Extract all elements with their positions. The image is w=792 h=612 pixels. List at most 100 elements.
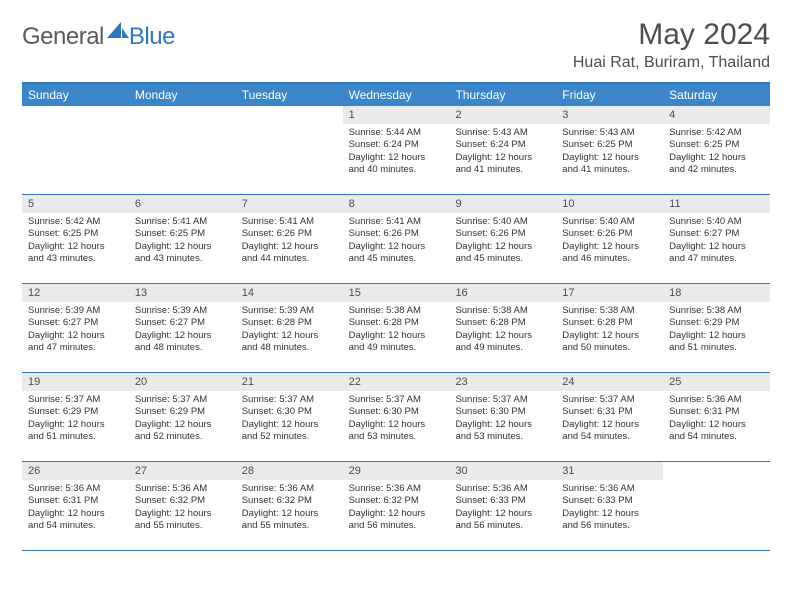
sunset-text: Sunset: 6:28 PM [455,317,550,329]
day-details: Sunrise: 5:41 AMSunset: 6:26 PMDaylight:… [236,213,343,271]
daylight-text: Daylight: 12 hours and 53 minutes. [349,419,444,444]
sunset-text: Sunset: 6:29 PM [28,406,123,418]
sunset-text: Sunset: 6:29 PM [669,317,764,329]
daylight-text: Daylight: 12 hours and 41 minutes. [455,152,550,177]
daylight-text: Daylight: 12 hours and 52 minutes. [135,419,230,444]
sunset-text: Sunset: 6:30 PM [455,406,550,418]
day-details: Sunrise: 5:41 AMSunset: 6:26 PMDaylight:… [343,213,450,271]
day-cell: 30Sunrise: 5:36 AMSunset: 6:33 PMDayligh… [449,462,556,550]
sunrise-text: Sunrise: 5:37 AM [135,394,230,406]
sunset-text: Sunset: 6:32 PM [349,495,444,507]
sunrise-text: Sunrise: 5:40 AM [455,216,550,228]
day-details: Sunrise: 5:42 AMSunset: 6:25 PMDaylight:… [22,213,129,271]
day-details: Sunrise: 5:37 AMSunset: 6:30 PMDaylight:… [236,391,343,449]
day-number: 22 [343,373,450,391]
day-details: Sunrise: 5:39 AMSunset: 6:27 PMDaylight:… [129,302,236,360]
day-cell: 25Sunrise: 5:36 AMSunset: 6:31 PMDayligh… [663,373,770,461]
daylight-text: Daylight: 12 hours and 56 minutes. [349,508,444,533]
day-cell: 12Sunrise: 5:39 AMSunset: 6:27 PMDayligh… [22,284,129,372]
day-cell: 1Sunrise: 5:44 AMSunset: 6:24 PMDaylight… [343,106,450,194]
day-details: Sunrise: 5:37 AMSunset: 6:29 PMDaylight:… [129,391,236,449]
day-cell: 2Sunrise: 5:43 AMSunset: 6:24 PMDaylight… [449,106,556,194]
day-cell: 4Sunrise: 5:42 AMSunset: 6:25 PMDaylight… [663,106,770,194]
daylight-text: Daylight: 12 hours and 56 minutes. [455,508,550,533]
daylight-text: Daylight: 12 hours and 42 minutes. [669,152,764,177]
day-details: Sunrise: 5:43 AMSunset: 6:24 PMDaylight:… [449,124,556,182]
day-number: 5 [22,195,129,213]
sunrise-text: Sunrise: 5:38 AM [455,305,550,317]
sunrise-text: Sunrise: 5:36 AM [455,483,550,495]
day-cell: 10Sunrise: 5:40 AMSunset: 6:26 PMDayligh… [556,195,663,283]
day-cell: 15Sunrise: 5:38 AMSunset: 6:28 PMDayligh… [343,284,450,372]
day-cell: 11Sunrise: 5:40 AMSunset: 6:27 PMDayligh… [663,195,770,283]
day-cell: 27Sunrise: 5:36 AMSunset: 6:32 PMDayligh… [129,462,236,550]
day-cell: 24Sunrise: 5:37 AMSunset: 6:31 PMDayligh… [556,373,663,461]
day-number: 20 [129,373,236,391]
day-details: Sunrise: 5:37 AMSunset: 6:30 PMDaylight:… [449,391,556,449]
sunset-text: Sunset: 6:29 PM [135,406,230,418]
day-number: 9 [449,195,556,213]
day-of-week-cell: Saturday [663,84,770,106]
day-details: Sunrise: 5:36 AMSunset: 6:32 PMDaylight:… [236,480,343,538]
sunset-text: Sunset: 6:24 PM [349,139,444,151]
day-details: Sunrise: 5:36 AMSunset: 6:31 PMDaylight:… [663,391,770,449]
week-row: 5Sunrise: 5:42 AMSunset: 6:25 PMDaylight… [22,195,770,284]
day-number: 17 [556,284,663,302]
sunset-text: Sunset: 6:25 PM [669,139,764,151]
sunrise-text: Sunrise: 5:43 AM [455,127,550,139]
day-details: Sunrise: 5:42 AMSunset: 6:25 PMDaylight:… [663,124,770,182]
day-details: Sunrise: 5:40 AMSunset: 6:27 PMDaylight:… [663,213,770,271]
sunrise-text: Sunrise: 5:36 AM [242,483,337,495]
sunset-text: Sunset: 6:26 PM [562,228,657,240]
sunrise-text: Sunrise: 5:42 AM [669,127,764,139]
day-number: 21 [236,373,343,391]
day-number: 31 [556,462,663,480]
day-number: 28 [236,462,343,480]
sunrise-text: Sunrise: 5:39 AM [28,305,123,317]
sunset-text: Sunset: 6:30 PM [349,406,444,418]
title-block: May 2024 Huai Rat, Buriram, Thailand [573,18,770,72]
day-cell: 5Sunrise: 5:42 AMSunset: 6:25 PMDaylight… [22,195,129,283]
calendar-page: General Blue May 2024 Huai Rat, Buriram,… [0,0,792,561]
day-cell: 29Sunrise: 5:36 AMSunset: 6:32 PMDayligh… [343,462,450,550]
sunrise-text: Sunrise: 5:36 AM [349,483,444,495]
sunrise-text: Sunrise: 5:40 AM [669,216,764,228]
daylight-text: Daylight: 12 hours and 45 minutes. [349,241,444,266]
sunrise-text: Sunrise: 5:37 AM [28,394,123,406]
day-of-week-cell: Sunday [22,84,129,106]
day-cell: 21Sunrise: 5:37 AMSunset: 6:30 PMDayligh… [236,373,343,461]
daylight-text: Daylight: 12 hours and 43 minutes. [28,241,123,266]
day-details: Sunrise: 5:38 AMSunset: 6:28 PMDaylight:… [343,302,450,360]
daylight-text: Daylight: 12 hours and 54 minutes. [669,419,764,444]
sunset-text: Sunset: 6:26 PM [349,228,444,240]
day-details: Sunrise: 5:36 AMSunset: 6:33 PMDaylight:… [449,480,556,538]
week-row: 12Sunrise: 5:39 AMSunset: 6:27 PMDayligh… [22,284,770,373]
day-number: 11 [663,195,770,213]
sunrise-text: Sunrise: 5:38 AM [562,305,657,317]
day-details: Sunrise: 5:39 AMSunset: 6:27 PMDaylight:… [22,302,129,360]
day-cell: 19Sunrise: 5:37 AMSunset: 6:29 PMDayligh… [22,373,129,461]
logo: General Blue [22,22,175,51]
week-row: 1Sunrise: 5:44 AMSunset: 6:24 PMDaylight… [22,106,770,195]
sunrise-text: Sunrise: 5:38 AM [669,305,764,317]
day-details: Sunrise: 5:38 AMSunset: 6:28 PMDaylight:… [556,302,663,360]
day-of-week-cell: Thursday [449,84,556,106]
day-of-week-cell: Friday [556,84,663,106]
day-number: 3 [556,106,663,124]
day-cell: 13Sunrise: 5:39 AMSunset: 6:27 PMDayligh… [129,284,236,372]
daylight-text: Daylight: 12 hours and 53 minutes. [455,419,550,444]
sunrise-text: Sunrise: 5:39 AM [242,305,337,317]
sunset-text: Sunset: 6:31 PM [669,406,764,418]
day-details: Sunrise: 5:37 AMSunset: 6:30 PMDaylight:… [343,391,450,449]
sunset-text: Sunset: 6:27 PM [28,317,123,329]
day-number: 25 [663,373,770,391]
day-of-week-cell: Wednesday [343,84,450,106]
day-cell: 9Sunrise: 5:40 AMSunset: 6:26 PMDaylight… [449,195,556,283]
sunrise-text: Sunrise: 5:44 AM [349,127,444,139]
day-number: 13 [129,284,236,302]
sunrise-text: Sunrise: 5:38 AM [349,305,444,317]
sunrise-text: Sunrise: 5:37 AM [455,394,550,406]
day-number: 7 [236,195,343,213]
day-details: Sunrise: 5:40 AMSunset: 6:26 PMDaylight:… [556,213,663,271]
weeks-container: 1Sunrise: 5:44 AMSunset: 6:24 PMDaylight… [22,106,770,551]
